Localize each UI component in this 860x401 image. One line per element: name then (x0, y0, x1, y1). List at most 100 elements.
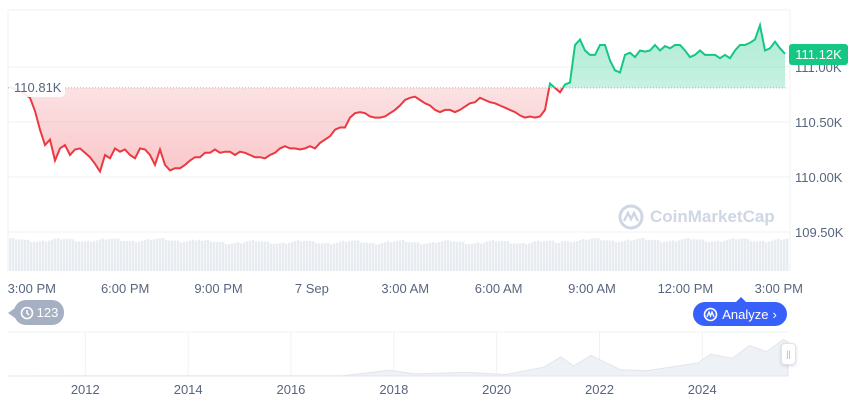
navigator-year-label: 2012 (71, 382, 100, 397)
volume-bar (543, 241, 546, 271)
volume-bar (480, 243, 483, 271)
volume-bar (594, 238, 597, 271)
volume-bar (15, 239, 18, 271)
volume-bar (36, 241, 39, 271)
volume-bar (651, 239, 654, 271)
volume-bar (438, 242, 441, 271)
volume-bar (303, 241, 306, 271)
volume-bar (633, 239, 636, 271)
volume-bar (48, 240, 51, 271)
volume-bar (288, 242, 291, 271)
volume-bar (129, 241, 132, 271)
volume-bar (729, 239, 732, 271)
volume-bar (552, 240, 555, 271)
volume-bar (519, 243, 522, 271)
volume-bar (447, 239, 450, 271)
volume-bar (501, 241, 504, 271)
volume-bar (657, 240, 660, 271)
volume-bar (318, 243, 321, 271)
volume-bar (351, 240, 354, 271)
x-tick-label: 3:00 PM (8, 281, 56, 296)
volume-bar (285, 243, 288, 271)
volume-bar (705, 241, 708, 271)
volume-bar (222, 242, 225, 271)
volume-bar (204, 240, 207, 271)
volume-bar (45, 241, 48, 271)
volume-bar (63, 239, 66, 271)
volume-bar (621, 241, 624, 271)
volume-bar (315, 243, 318, 271)
y-tick-label: 110.00K (795, 170, 843, 185)
navigator-year-label: 2016 (276, 382, 305, 397)
volume-bar (354, 240, 357, 271)
analyze-button[interactable]: Analyze › (693, 297, 787, 326)
y-tick-label: 109.50K (795, 225, 844, 240)
volume-bar (105, 239, 108, 271)
volume-bar (432, 241, 435, 271)
watermark-text: CoinMarketCap (650, 207, 775, 226)
volume-bar (639, 238, 642, 271)
volume-bar (108, 239, 111, 271)
volume-bar (504, 241, 507, 271)
volume-bar (687, 237, 690, 271)
volume-bar (369, 242, 372, 271)
analyze-label: Analyze (722, 306, 769, 322)
volume-bar (375, 244, 378, 271)
volume-bar (735, 239, 738, 271)
volume-bar (768, 241, 771, 271)
volume-bar (207, 239, 210, 271)
volume-bar (297, 240, 300, 271)
volume-bar (72, 239, 75, 271)
volume-bar (384, 242, 387, 271)
volume-bar (189, 240, 192, 271)
volume-bar (495, 241, 498, 271)
volume-bar (393, 241, 396, 271)
volume-bar (243, 242, 246, 271)
chevron-right-icon: › (772, 306, 777, 322)
volume-bar (168, 240, 171, 271)
x-tick-label: 7 Sep (295, 281, 329, 296)
volume-bar (645, 239, 648, 271)
volume-bar (294, 241, 297, 271)
volume-bar (99, 239, 102, 271)
navigator-handle[interactable]: || (781, 343, 796, 365)
volume-bar (75, 241, 78, 271)
volume-bar (648, 239, 651, 271)
y-tick-label: 110.50K (795, 115, 843, 130)
volume-bar (165, 240, 168, 271)
volume-bar (756, 241, 759, 271)
volume-bar (477, 242, 480, 271)
volume-bar (465, 244, 468, 271)
volume-bar (672, 240, 675, 271)
volume-bar (39, 241, 42, 271)
volume-bar (516, 243, 519, 271)
history-count: 123 (36, 305, 59, 320)
volume-bar (195, 240, 198, 271)
volume-bar (279, 243, 282, 271)
volume-bar (228, 244, 231, 271)
volume-bar (183, 242, 186, 271)
ai-spark-icon (703, 307, 718, 321)
volume-bar (417, 242, 420, 271)
volume-bar (30, 242, 33, 271)
volume-bar (387, 241, 390, 271)
volume-bar (603, 240, 606, 271)
volume-bar (156, 238, 159, 271)
volume-bar (51, 239, 54, 271)
volume-bar (462, 241, 465, 271)
volume-bar (558, 243, 561, 271)
volume-bar (84, 241, 87, 271)
volume-bar (18, 239, 21, 271)
volume-bar (360, 242, 363, 271)
volume-bar (399, 240, 402, 271)
history-button[interactable]: 123 (8, 300, 64, 325)
volume-bar (24, 239, 27, 271)
volume-bar (486, 241, 489, 271)
area-below-baseline (12, 87, 563, 172)
volume-bar (291, 242, 294, 271)
volume-bar (744, 238, 747, 271)
volume-bar (330, 244, 333, 271)
volume-bar (273, 243, 276, 271)
volume-bar (12, 237, 15, 271)
